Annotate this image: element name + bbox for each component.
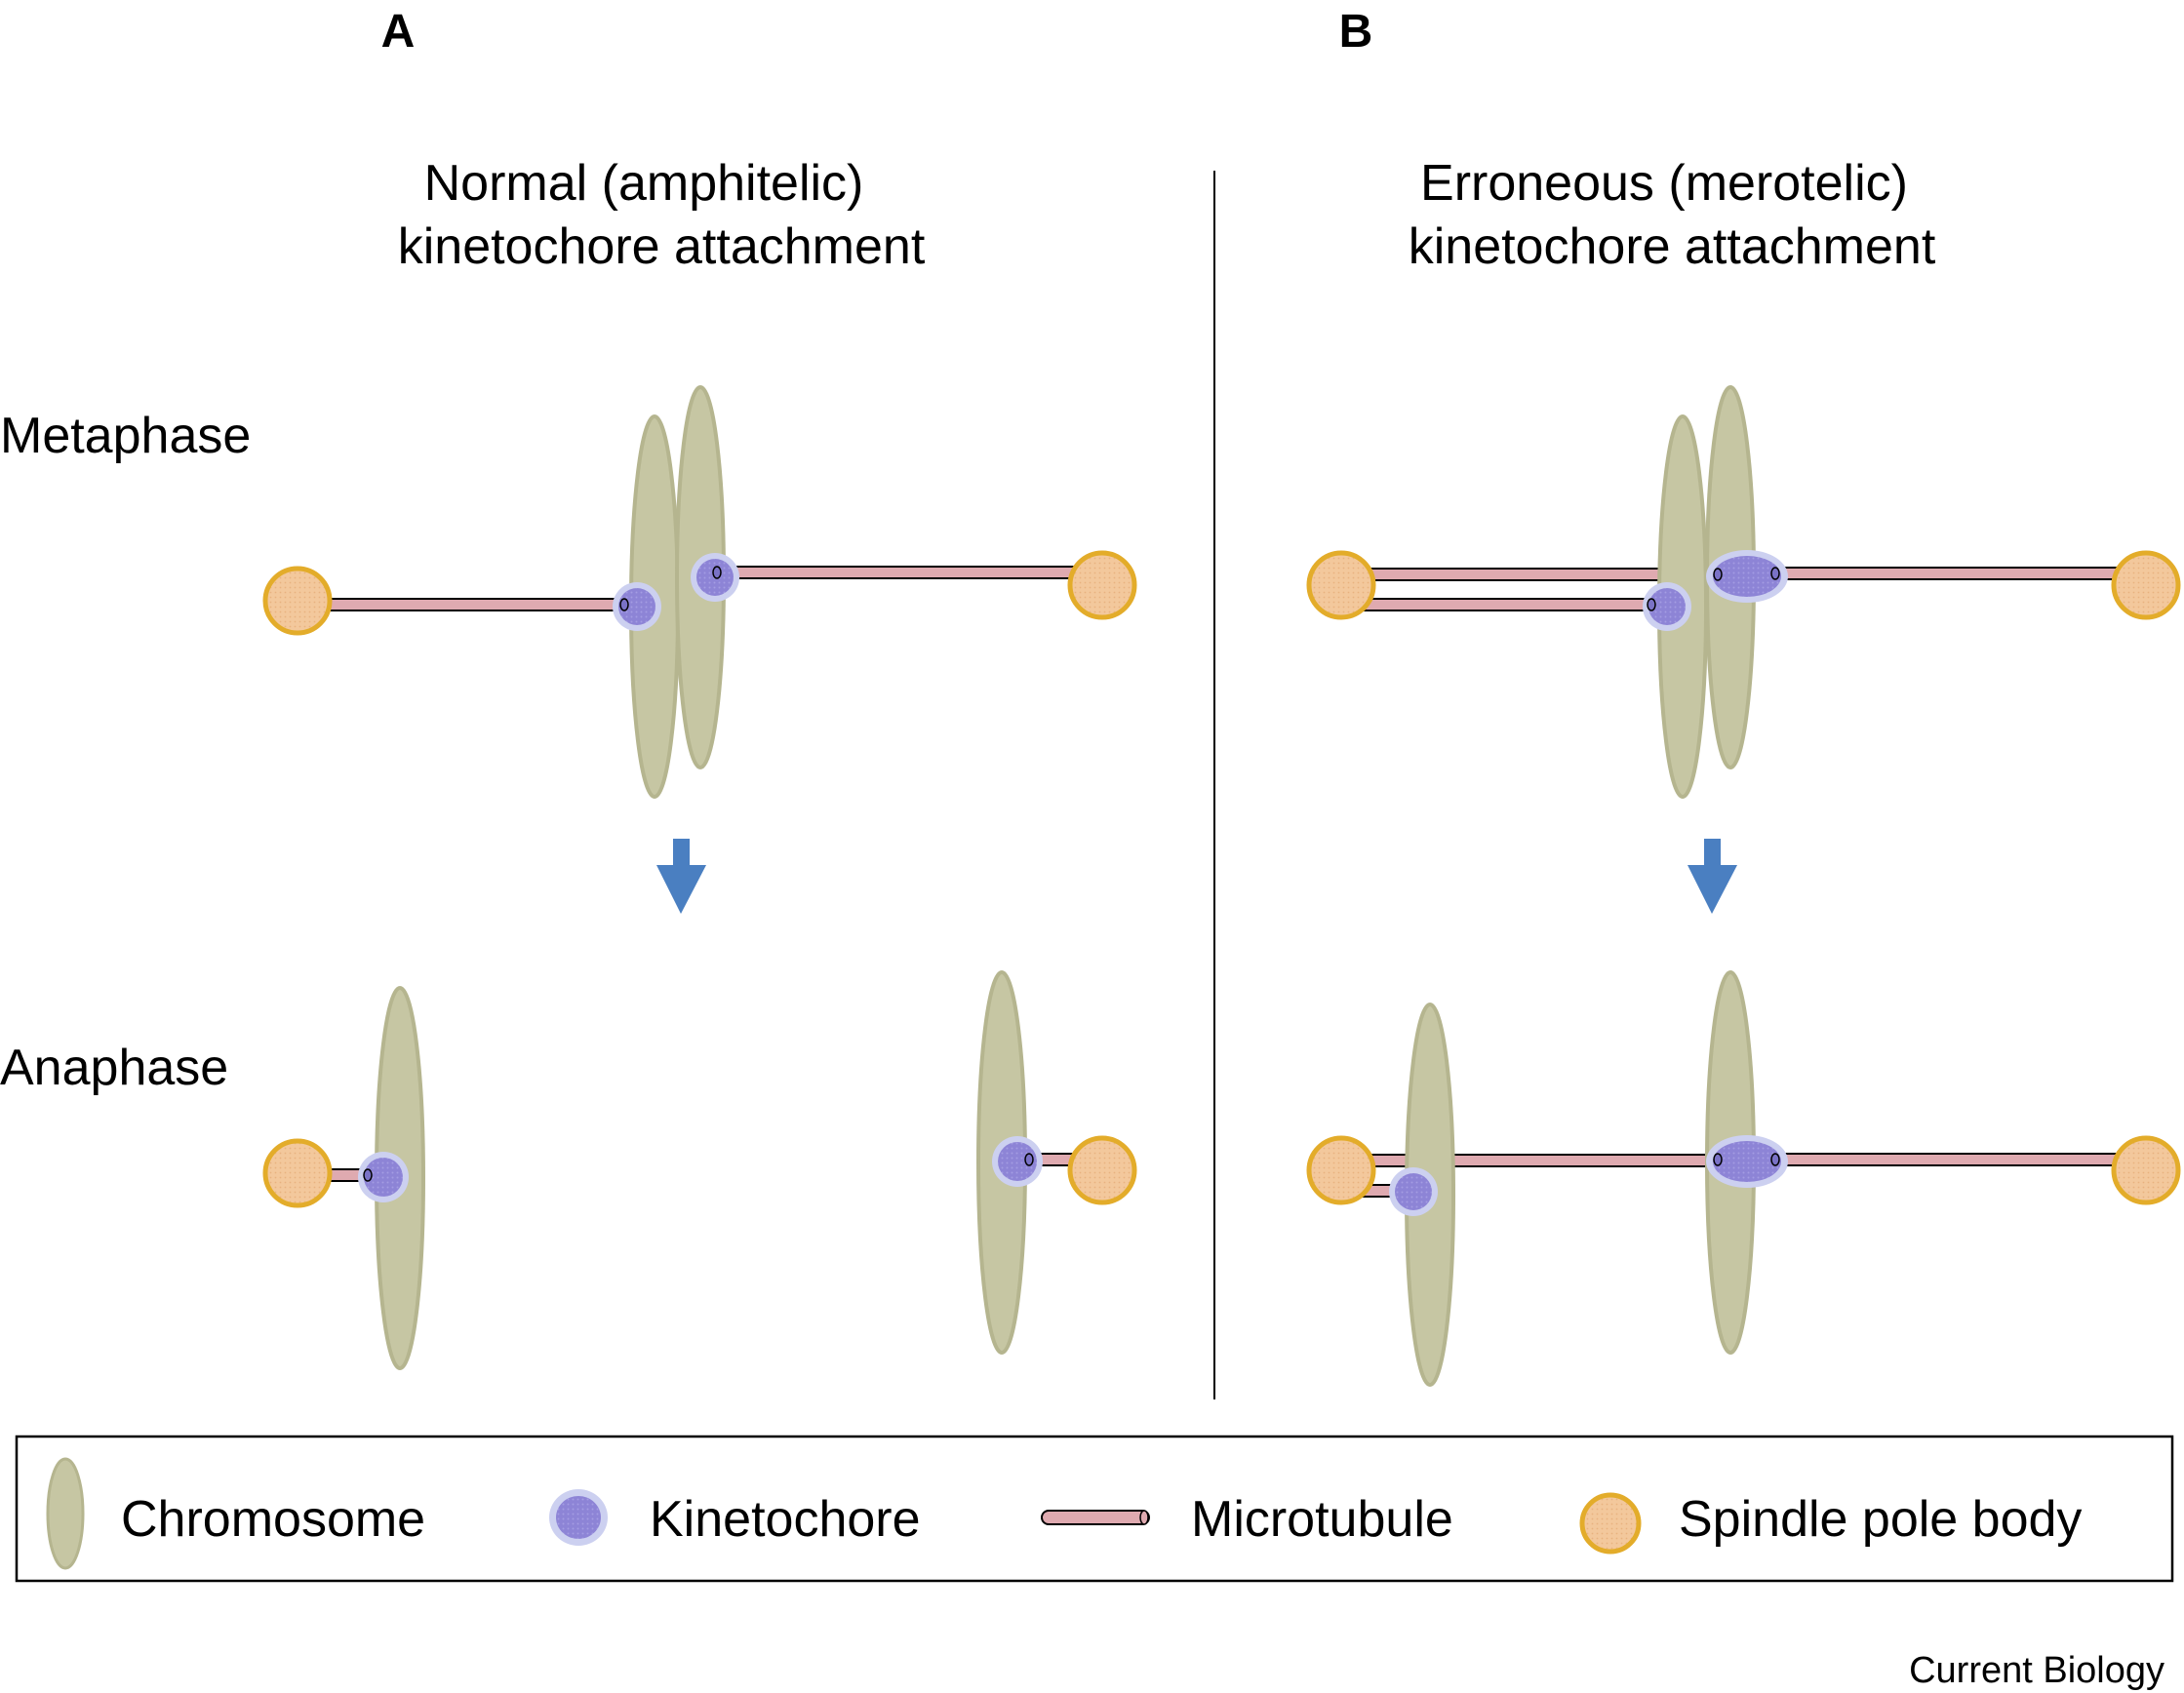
kinetochore [992,1136,1043,1187]
panel-a-title-line2: kinetochore attachment [398,218,926,275]
microtubule-icon [1041,1510,1150,1525]
arrow-down-icon [1688,839,1737,914]
microtubule [310,598,635,611]
chromosome-icon [46,1457,85,1570]
microtubule [711,566,1085,579]
legend: Chromosome Kinetochore Microtubule Spind… [15,1435,2174,1583]
legend-label-microtubule: Microtubule [1191,1491,1453,1548]
arrow-down-icon [656,839,706,914]
spindle-pole-body [2111,550,2181,620]
kinetochore [1706,550,1788,603]
phase-label-anaphase: Anaphase [0,1040,228,1096]
panel-letter-a: A [381,6,416,58]
kinetochore [613,582,661,631]
spindle-pole-body [262,1138,333,1208]
kinetochore [1643,582,1691,631]
kinetochore [1706,1135,1788,1188]
microtubule [1337,598,1656,611]
spindle-pole-body-icon [1579,1492,1642,1555]
spindle-pole-body [1306,1135,1376,1205]
panel-b-anaphase [1306,970,2181,1387]
kinetochore [358,1152,409,1202]
spindle-pole-body [262,566,333,636]
panel-a-title-line1: Normal (amphitelic) [424,155,864,212]
microtubule [1337,1154,1716,1167]
panel-b-title-line2: kinetochore attachment [1409,218,1936,275]
spindle-pole-body [1306,550,1376,620]
microtubule [1755,1153,2158,1166]
spindle-pole-body [2111,1135,2181,1205]
kinetochore [1389,1167,1438,1216]
legend-label-spindle-pole-body: Spindle pole body [1679,1491,2082,1548]
microtubule [1755,567,2158,580]
kinetochore [691,553,739,602]
panel-a-anaphase [262,970,1137,1370]
panel-letter-b: B [1339,6,1373,58]
legend-label-kinetochore: Kinetochore [650,1491,921,1548]
spindle-pole-body [1067,1135,1137,1205]
panel-a-metaphase [262,385,1137,799]
phase-label-metaphase: Metaphase [0,408,251,464]
legend-box [15,1435,2174,1583]
panel-b-title-line1: Erroneous (merotelic) [1420,155,1908,212]
kinetochore-icon [549,1489,608,1546]
panel-b-metaphase [1306,385,2181,799]
legend-label-chromosome: Chromosome [121,1491,425,1548]
spindle-pole-body [1067,550,1137,620]
journal-credit: Current Biology [1909,1650,2164,1691]
